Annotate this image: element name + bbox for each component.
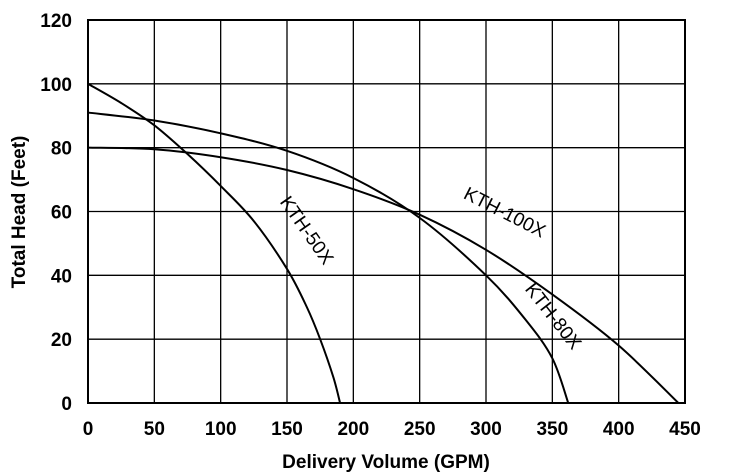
y-tick-label: 0 xyxy=(61,394,72,415)
grid xyxy=(87,19,686,404)
x-tick-label: 0 xyxy=(83,419,94,440)
curves xyxy=(87,82,680,404)
y-tick-label: 120 xyxy=(40,11,72,32)
x-tick-label: 100 xyxy=(205,419,237,440)
y-tick-label: 80 xyxy=(51,139,72,160)
plot-frame xyxy=(87,19,686,404)
y-tick-label: 40 xyxy=(51,266,72,287)
curve-label-kth-50x: KTH-50X xyxy=(275,193,337,269)
curve-kth-80x xyxy=(87,111,570,404)
y-tick-label: 100 xyxy=(40,75,72,96)
curve-label-kth-100x: KTH-100X xyxy=(460,183,549,242)
x-tick-label: 250 xyxy=(404,419,436,440)
curve-kth-100x xyxy=(87,146,680,404)
x-tick-label: 150 xyxy=(271,419,303,440)
x-tick-label: 350 xyxy=(536,419,568,440)
x-tick-label: 200 xyxy=(337,419,369,440)
x-tick-label: 400 xyxy=(603,419,635,440)
y-tick-label: 20 xyxy=(51,330,72,351)
tick-labels: 0 50 100 150 200 250 300 350 400 450 0 20 40 60 80 100 1… xyxy=(40,11,701,440)
x-tick-label: 300 xyxy=(470,419,502,440)
y-axis-title: Total Head (Feet) xyxy=(9,136,30,289)
y-tick-label: 60 xyxy=(51,203,72,224)
x-tick-label: 50 xyxy=(144,419,165,440)
x-axis-title: Delivery Volume (GPM) xyxy=(282,452,490,473)
x-tick-label: 450 xyxy=(669,419,701,440)
